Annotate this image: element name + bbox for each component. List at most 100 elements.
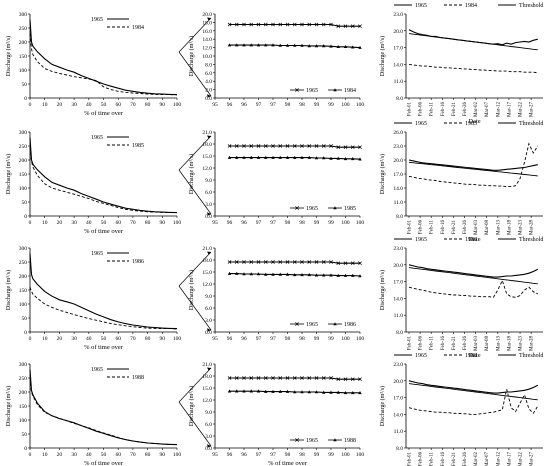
x-tick-label: 99 (328, 102, 334, 108)
y-tick-label: 3.0 (205, 318, 212, 324)
x-tick-label: 30 (71, 102, 77, 108)
legend: 1965 1986 (290, 322, 356, 328)
data-point (293, 155, 297, 159)
x-tick-label: Feb-06 (419, 336, 424, 351)
y-tick-label: 18.0 (202, 20, 212, 26)
y-tick-label: 17.0 (393, 280, 403, 286)
data-point (314, 260, 319, 264)
x-tick-label: 0 (29, 220, 32, 226)
data-point (307, 144, 312, 148)
x-axis-label: % of time over (84, 110, 124, 117)
zoom-connector (178, 401, 212, 447)
x-tick-label: 96 (241, 452, 247, 458)
data-point (227, 376, 232, 380)
x-tick-label: 40 (86, 220, 92, 226)
data-point (227, 389, 232, 393)
y-tick-label: 0.0 (205, 446, 212, 452)
y-tick-label: 23.0 (393, 362, 403, 368)
data-point (307, 390, 311, 394)
x-tick-label: 70 (130, 220, 136, 226)
data-point (235, 43, 239, 47)
data-point (307, 155, 311, 159)
legend-marker (295, 438, 299, 442)
x-tick-label: 0 (29, 452, 32, 458)
y-tick-label: 100 (19, 186, 28, 192)
data-point (351, 273, 355, 277)
x-tick-label: 98 (299, 452, 305, 458)
data-point (285, 43, 290, 47)
legend-label-right: 1984 (132, 25, 144, 31)
x-tick-label: 98 (299, 220, 305, 226)
legend: 1965 1984 Threshold (394, 3, 543, 9)
legend-label: 1986 (344, 322, 356, 328)
x-tick-label: Mar-12 (496, 102, 501, 117)
data-point (256, 389, 261, 393)
x-tick-label: 95 (212, 452, 218, 458)
x-tick-label: Mar-27 (530, 102, 535, 117)
chart-fdc-row-4: 0 50 100 150 200 250 300 0 10 20 30 40 50 60 70 80 90 100… (5, 362, 181, 466)
legend-label-right: 1985 (132, 143, 144, 149)
y-tick-label: 14.0 (393, 296, 403, 302)
data-point (242, 43, 246, 47)
x-tick-label: 97 (256, 336, 262, 342)
series-line-1965 (408, 380, 539, 394)
x-tick-label: Mar-07 (485, 452, 490, 466)
y-tick-label: 11.0 (394, 79, 404, 85)
data-point (234, 376, 239, 380)
y-axis-label: Discharge (m³/s) (5, 270, 12, 310)
data-point (343, 377, 348, 382)
series-line-threshold (408, 383, 538, 401)
y-axis-label: Discharge (m³/s) (379, 386, 386, 426)
x-tick-label: 96 (227, 452, 233, 458)
x-tick-label: Feb-06 (419, 452, 424, 466)
y-tick-label: 20.0 (393, 263, 403, 269)
y-tick-label: 23.0 (393, 246, 403, 252)
y-tick-label: 0 (24, 96, 27, 102)
legend: 1965 1985 (91, 135, 144, 149)
data-point (336, 44, 340, 49)
x-tick-label: Mar-12 (496, 452, 501, 466)
y-tick-label: 12.0 (202, 46, 212, 52)
x-tick-label: 30 (71, 336, 77, 342)
x-axis-label: Date (468, 236, 480, 243)
data-point (314, 390, 319, 394)
x-tick-label: 80 (145, 220, 151, 226)
data-point (285, 155, 290, 159)
x-tick-label: 98 (285, 220, 291, 226)
y-tick-label: 0 (24, 330, 27, 336)
data-point (300, 155, 304, 159)
y-tick-label: 50 (22, 200, 28, 206)
x-tick-label: 20 (57, 336, 63, 342)
data-point (249, 144, 254, 148)
data-point (285, 260, 290, 264)
zoom-connector (178, 285, 212, 331)
legend-label: Threshold (519, 3, 543, 9)
x-tick-label: Mar-08 (485, 336, 490, 351)
data-point (285, 22, 290, 27)
data-point (242, 389, 246, 393)
data-point (227, 22, 232, 27)
y-tick-label: 100 (19, 418, 28, 424)
data-point (263, 22, 268, 27)
x-tick-label: 40 (86, 452, 92, 458)
x-tick-label: 99 (328, 220, 334, 226)
y-tick-label: 11.0 (394, 200, 404, 206)
x-tick-label: 10 (42, 220, 48, 226)
data-point (285, 389, 290, 393)
x-tick-label: 95 (212, 102, 218, 108)
x-tick-label: 100 (356, 336, 365, 342)
chart-daily-row-1: 8.0 11.0 14.0 17.0 20.0 23.0 Feb-01 Feb-06 Feb-1… (379, 3, 543, 125)
zoom-arrowhead (207, 444, 211, 448)
y-tick-label: 21.0 (202, 246, 212, 252)
data-point (264, 389, 268, 393)
data-point (343, 44, 348, 49)
y-axis-label: Discharge (m³/s) (188, 270, 195, 310)
legend-label: 1965 (415, 353, 427, 359)
x-tick-label: 97 (270, 102, 276, 108)
x-tick-label: 97 (256, 102, 262, 108)
data-point (278, 155, 282, 159)
series-line-1965 (29, 19, 178, 96)
data-point (343, 145, 348, 150)
